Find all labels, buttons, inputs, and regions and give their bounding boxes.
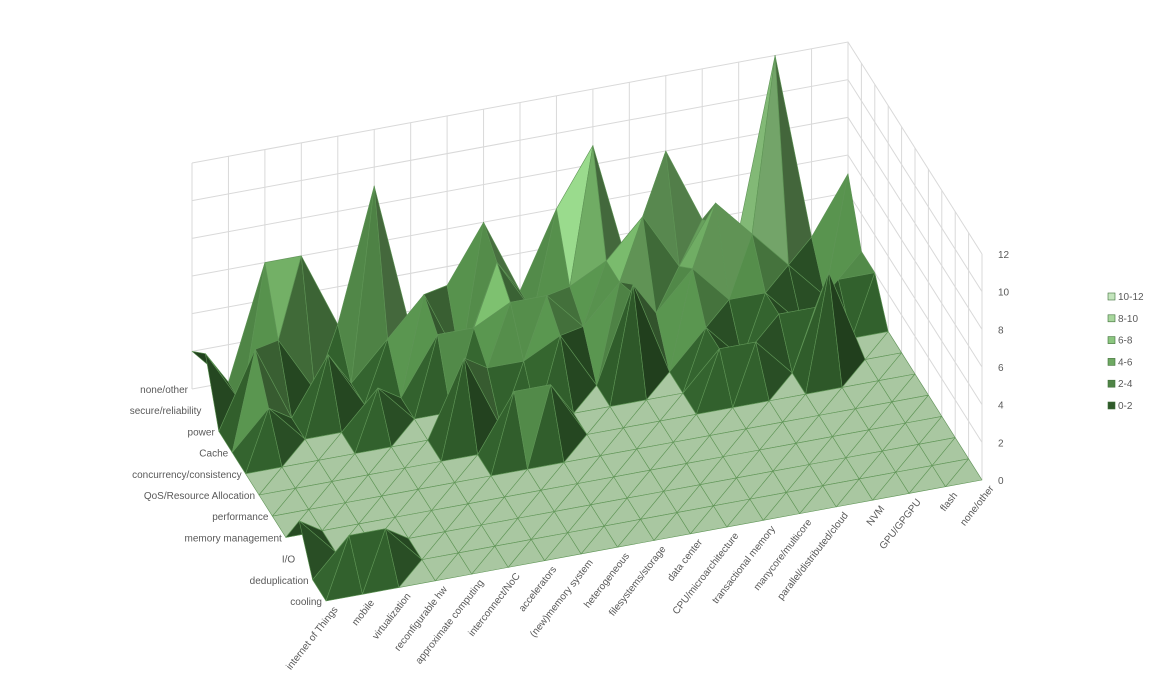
legend-swatch	[1107, 401, 1116, 410]
z-tick-label: 12	[998, 250, 1010, 261]
x-tick-label: flash	[938, 490, 960, 513]
legend-label: 8-10	[1118, 314, 1138, 325]
y-tick-label: concurrency/consistency	[132, 470, 242, 481]
x-tick-label: internet of Things	[284, 605, 340, 673]
chart-surface	[191, 55, 983, 602]
x-tick-label: manycore/multicore	[752, 517, 815, 593]
legend-swatch	[1107, 314, 1116, 323]
legend-label: 4-6	[1118, 357, 1133, 368]
legend-swatch	[1107, 379, 1116, 388]
legend: 10-12 8-10 6-8 4-6 2-4 0-2	[1107, 292, 1144, 412]
y-tick-label: power	[188, 427, 216, 438]
z-tick-label: 2	[998, 438, 1004, 449]
legend-swatch	[1107, 336, 1116, 344]
legend-swatch	[1107, 292, 1116, 301]
x-tick-label: mobile	[350, 598, 377, 628]
y-tick-label: performance	[212, 512, 269, 523]
z-tick-label: 4	[998, 401, 1004, 412]
y-tick-label: Cache	[199, 449, 228, 460]
z-tick-label: 8	[998, 325, 1004, 336]
legend-swatch	[1107, 358, 1116, 366]
y-tick-label: memory management	[185, 533, 282, 544]
x-tick-label: NVM	[865, 504, 887, 528]
legend-label: 2-4	[1118, 379, 1133, 390]
x-tick-label: filesystems/storage	[607, 544, 669, 619]
legend-label: 10-12	[1118, 292, 1144, 303]
x-tick-label: GPU/GPGPU	[878, 497, 924, 552]
y-tick-label: cooling	[290, 597, 322, 608]
x-tick-label: none/other	[958, 483, 997, 528]
y-tick-label: deduplication	[250, 576, 309, 587]
y-tick-label: I/O	[282, 555, 296, 566]
z-axis-ticks: 0 2 4 6 8 10 12	[998, 250, 1010, 487]
y-tick-label: secure/reliability	[130, 406, 202, 417]
y-tick-label: QoS/Resource Allocation	[144, 491, 255, 502]
z-tick-label: 6	[998, 363, 1004, 374]
z-tick-label: 0	[998, 476, 1004, 487]
legend-label: 0-2	[1118, 401, 1133, 412]
surface-facet	[945, 458, 983, 488]
legend-label: 6-8	[1118, 336, 1133, 347]
y-tick-label: none/other	[140, 385, 188, 396]
z-tick-label: 10	[998, 288, 1010, 299]
